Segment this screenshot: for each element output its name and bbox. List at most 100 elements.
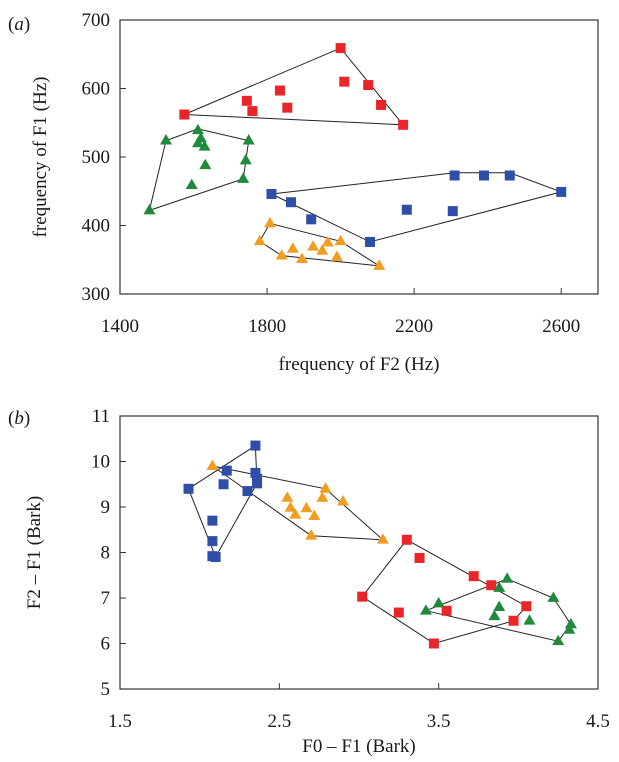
data-point [241,95,252,106]
data-point [247,106,258,117]
data-point [206,459,219,470]
data-point [198,140,211,151]
data-point [242,486,253,497]
data-point [357,591,368,602]
data-point [337,495,350,506]
data-point [286,242,299,253]
data-point [274,85,285,96]
data-point [300,501,313,513]
data-point [414,552,425,563]
data-point [296,252,308,263]
y-tick-label: 6 [101,634,111,655]
data-point [207,536,218,547]
y-tick-label: 11 [92,406,110,427]
data-point [564,617,577,629]
x-tick-label: 2.5 [267,711,291,732]
data-point [419,604,432,615]
data-point [321,236,334,247]
data-point [365,236,376,247]
data-point [486,580,497,591]
data-point [373,259,386,270]
data-point [316,491,329,502]
data-point [307,240,320,251]
panel-label: (b) [8,408,30,429]
data-point [334,234,347,246]
data-point [479,170,490,181]
data-point [330,250,343,261]
data-point [207,515,218,526]
data-point [239,153,252,165]
data-point [488,609,501,621]
data-point [501,572,514,583]
x-tick-label: 2200 [395,316,433,337]
data-point [285,197,296,208]
data-point [401,204,412,215]
y-tick-label: 600 [82,79,111,100]
data-point [306,214,317,225]
data-point [521,601,532,612]
data-point [393,607,404,618]
data-point [289,508,302,519]
y-tick-label: 5 [101,679,111,700]
panel-label: (a) [8,14,30,35]
data-point [199,158,212,170]
data-point [253,234,266,246]
data-point [401,534,412,545]
y-axis-label: frequency of F1 (Hz) [30,77,51,238]
data-point [335,43,346,54]
data-point [305,529,318,540]
data-point [266,188,277,199]
data-point [398,119,409,130]
series-1-hull [212,465,385,541]
data-point [282,102,293,113]
y-tick-label: 7 [101,588,111,609]
data-point [143,203,156,215]
series-2-points [266,170,567,247]
x-tick-label: 4.5 [586,711,610,732]
data-point [250,440,261,451]
series-1-hull [148,128,250,211]
data-point [468,571,479,582]
y-tick-label: 300 [82,284,111,305]
data-point [441,605,452,616]
data-point [376,533,389,544]
series-0-points [183,440,263,563]
data-point [376,99,387,110]
data-point [252,478,263,489]
plot-frame [119,415,599,690]
series-1-points [206,459,389,544]
data-point [363,80,374,91]
series-2-hull [361,539,528,645]
data-point [508,615,519,626]
x-axis-label: F0 – F1 (Bark) [302,736,415,757]
data-point [281,491,294,502]
y-axis-label: F2 – F1 (Bark) [24,496,45,609]
y-tick-label: 8 [101,543,111,564]
x-tick-label: 2600 [542,316,580,337]
x-tick-label: 1800 [248,316,286,337]
data-point [316,244,329,255]
data-point [191,123,204,135]
data-point [242,134,255,145]
data-point [339,76,350,87]
series-3-points [419,572,577,646]
x-axis-label: frequency of F2 (Hz) [279,354,440,375]
data-point [185,178,198,189]
data-point [194,132,207,143]
panel-b: (b) 1.5 2.5 3.5 4.5 5 6 7 8 9 10 11 F0 – F1 (Bark) F2… [8,406,610,757]
y-tick-label: 500 [82,147,111,168]
data-point [250,467,261,478]
data-point [284,501,297,512]
series-3-points [253,216,386,270]
data-point [159,134,172,145]
y-tick-label: 700 [82,10,111,31]
data-point [183,483,194,494]
data-point [237,172,250,183]
data-point [221,465,232,476]
data-point [179,109,190,120]
data-point [210,552,221,563]
data-point [308,509,321,520]
y-tick-label: 400 [82,216,111,237]
